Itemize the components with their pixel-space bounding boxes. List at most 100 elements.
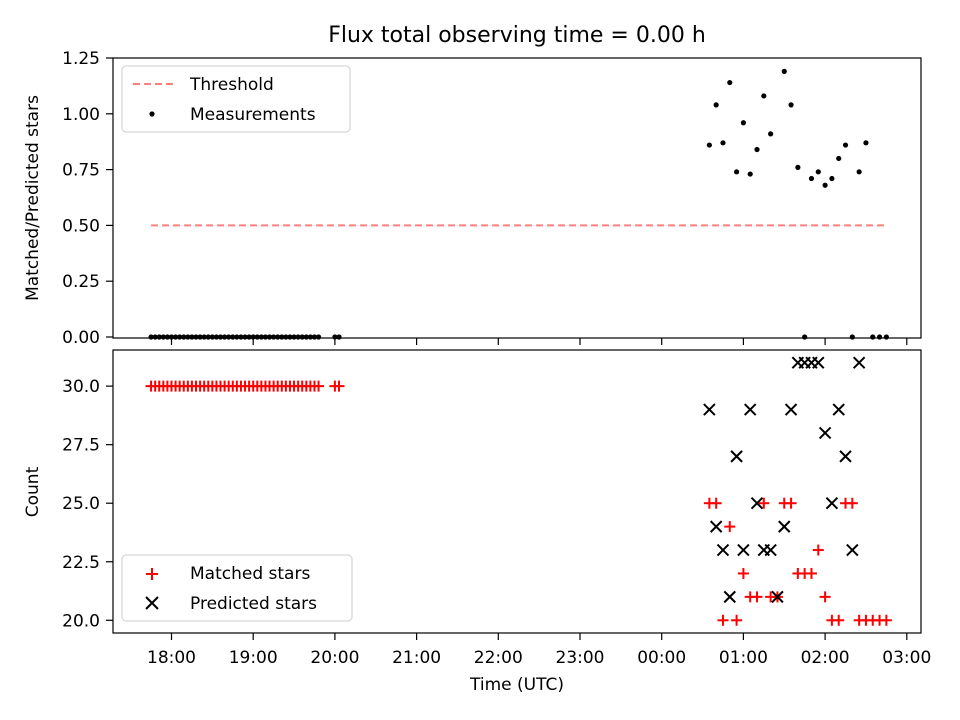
x-tick-label: 22:00 [474, 648, 523, 668]
measurement-point [181, 334, 187, 340]
measurement-point [168, 334, 175, 340]
bottom-y-ticks: 20.0 22.5 25.0 27.5 30.0 [62, 377, 113, 631]
measurement-point [160, 334, 166, 340]
measurement-point [829, 175, 835, 182]
top-y-axis-label: Matched/Predicted stars [23, 95, 43, 301]
predicted-star-point [825, 497, 839, 510]
legend-predicted-label: Predicted stars [190, 594, 317, 614]
predicted-star-point [730, 450, 743, 463]
predicted-star-point [839, 450, 852, 463]
measurement-point [332, 334, 338, 340]
measurement-point [279, 334, 285, 340]
y-tick-label: 27.5 [62, 436, 100, 456]
x-tick-label: 02:00 [801, 648, 850, 668]
predicted-star-point [716, 543, 730, 557]
measurement-point [164, 334, 171, 340]
measurement-point [747, 171, 753, 177]
measurement-point [254, 334, 260, 340]
measurement-point [193, 334, 199, 340]
top-marks [148, 68, 889, 340]
measurement-point [217, 334, 224, 340]
predicted-star-point [703, 403, 716, 416]
predicted-star-point [750, 497, 764, 510]
measurement-point [842, 142, 849, 148]
measurement-point [740, 120, 747, 126]
measurement-point [788, 102, 794, 108]
measurement-point [291, 334, 297, 340]
bottom-legend-box [121, 554, 353, 622]
y-tick-label: 0.75 [62, 161, 100, 181]
top-legend-box [121, 65, 351, 133]
measurement-point [201, 334, 207, 340]
measurement-point [727, 79, 733, 86]
predicted-star-point [784, 403, 798, 416]
matched-star-point [724, 521, 736, 533]
matched-star-point [880, 614, 892, 626]
matched-star-point [717, 614, 729, 626]
measurement-point [172, 334, 179, 340]
matched-star-point [846, 497, 858, 509]
predicted-star-point [723, 590, 736, 604]
top-legend: Threshold Measurements [121, 65, 351, 133]
measurement-point [177, 334, 183, 340]
predicted-star-point [778, 520, 791, 533]
measurement-point [870, 334, 876, 340]
measurement-point [238, 334, 244, 340]
x-tick-label: 18:00 [147, 648, 196, 668]
predicted-star-point [812, 356, 825, 369]
measurement-point [754, 146, 760, 153]
bottom-marks [145, 356, 892, 626]
bottom-y-axis-label: Count [23, 466, 43, 517]
y-tick-label: 22.5 [62, 553, 100, 573]
predicted-star-point [737, 543, 750, 557]
measurement-point [152, 334, 158, 340]
y-tick-label: 0.50 [62, 216, 100, 236]
y-tick-label: 0.00 [62, 328, 100, 348]
measurement-point [733, 169, 740, 175]
predicted-star-point [771, 590, 784, 604]
matched-star-point [805, 567, 817, 579]
measurement-point [315, 334, 322, 340]
measurement-point [189, 334, 195, 340]
predicted-star-point [709, 520, 723, 533]
measurement-point [213, 334, 220, 340]
x-axis-label: Time (UTC) [469, 675, 564, 695]
top-panel: 0.00 0.25 0.50 0.75 1.00 1.25 Matched/Predict… [23, 49, 922, 348]
measurement-point [311, 334, 318, 340]
y-tick-label: 20.0 [62, 611, 100, 631]
measurement-point [287, 334, 293, 340]
x-tick-label: 01:00 [719, 648, 768, 668]
predicted-star-point [744, 403, 757, 416]
x-tick-label: 03:00 [882, 648, 931, 668]
x-tick-label: 20:00 [310, 648, 359, 668]
measurement-point [266, 334, 273, 340]
measurement-point [262, 334, 269, 340]
measurement-point [299, 334, 305, 340]
measurement-point [781, 68, 787, 74]
predicted-star-point [852, 356, 866, 369]
measurement-point [802, 334, 808, 340]
measurement-point [275, 334, 281, 340]
measurement-point [856, 169, 862, 175]
chart-title: Flux total observing time = 0.00 h [328, 23, 706, 48]
y-tick-label: 1.25 [62, 49, 100, 69]
measurement-point [795, 164, 801, 170]
measurement-point [197, 334, 203, 340]
measurement-point [815, 169, 821, 175]
legend-measurements-label: Measurements [190, 105, 316, 125]
bottom-legend: Matched stars Predicted stars [121, 554, 353, 622]
measurement-point [863, 140, 869, 146]
measurement-point [836, 155, 842, 162]
matched-star-point [751, 591, 763, 603]
measurement-point [258, 334, 264, 340]
measurement-point [230, 334, 236, 340]
measurement-point [283, 334, 289, 340]
measurement-point [883, 334, 889, 340]
top-y-ticks: 0.00 0.25 0.50 0.75 1.00 1.25 [62, 49, 113, 348]
measurement-point [205, 334, 211, 340]
x-tick-label: 19:00 [229, 648, 278, 668]
x-tick-label: 23:00 [556, 648, 605, 668]
measurement-point [761, 93, 767, 99]
legend-predicted-swatch [145, 596, 159, 610]
